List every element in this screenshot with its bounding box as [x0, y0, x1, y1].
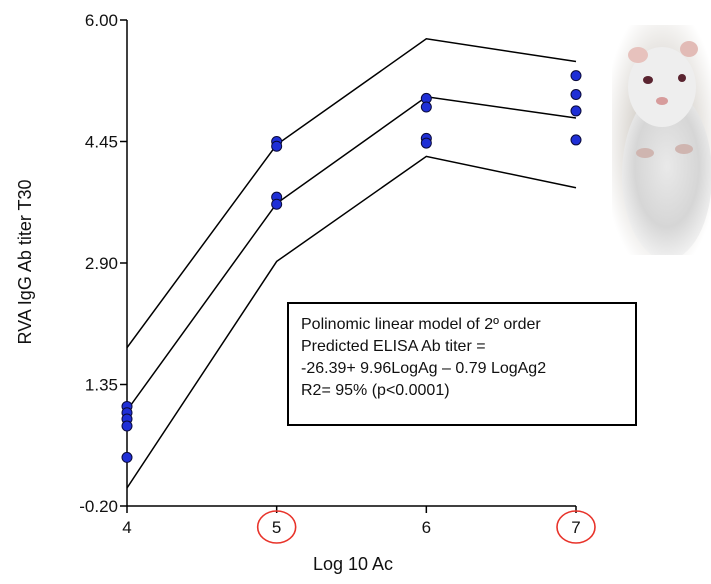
y-ticks: -0.20 1.35 2.90 4.45 6.00 — [79, 11, 127, 516]
annotation-line-3: -26.39+ 9.96LogAg – 0.79 LogAg2 — [301, 360, 547, 377]
highlight-circle — [256, 510, 297, 544]
data-point — [570, 105, 582, 117]
annotation-line-2: Predicted ELISA Ab titer = — [301, 338, 486, 355]
data-point — [121, 420, 133, 432]
data-point — [570, 134, 582, 146]
annotation-line-4: R2= 95% (p<0.0001) — [301, 382, 450, 399]
data-point — [420, 137, 432, 149]
data-point — [570, 88, 582, 100]
fit-line-1 — [126, 38, 577, 349]
highlight-circle — [556, 510, 596, 544]
data-point — [271, 198, 283, 210]
data-point — [121, 451, 133, 463]
data-point — [570, 70, 582, 82]
x-tick-label: 5 — [272, 518, 281, 537]
fit-line-3 — [126, 155, 577, 489]
annotation-line-1: Polinomic linear model of 2º order — [301, 316, 541, 333]
y-tick-label: 1.35 — [85, 376, 118, 395]
y-tick-label: 4.45 — [85, 133, 118, 152]
x-tick-label: 6 — [422, 518, 431, 537]
x-tick-label: 7 — [571, 518, 580, 537]
y-tick-label: 2.90 — [85, 254, 118, 273]
x-tick-label: 4 — [122, 518, 131, 537]
y-tick-label: 6.00 — [85, 11, 118, 30]
data-points — [121, 70, 582, 463]
data-point — [420, 101, 432, 113]
fit-lines — [126, 38, 577, 489]
y-axis-title: RVA IgG Ab titer T30 — [15, 179, 35, 344]
y-tick-label: -0.20 — [79, 497, 118, 516]
guinea-pig-photo — [612, 25, 711, 255]
data-point — [271, 140, 283, 152]
x-ticks: 4 5 6 7 — [122, 506, 596, 544]
fit-line-2 — [126, 96, 577, 411]
x-axis-title: Log 10 Ac — [313, 554, 393, 574]
model-annotation-box: Polinomic linear model of 2º order Predi… — [287, 302, 637, 426]
